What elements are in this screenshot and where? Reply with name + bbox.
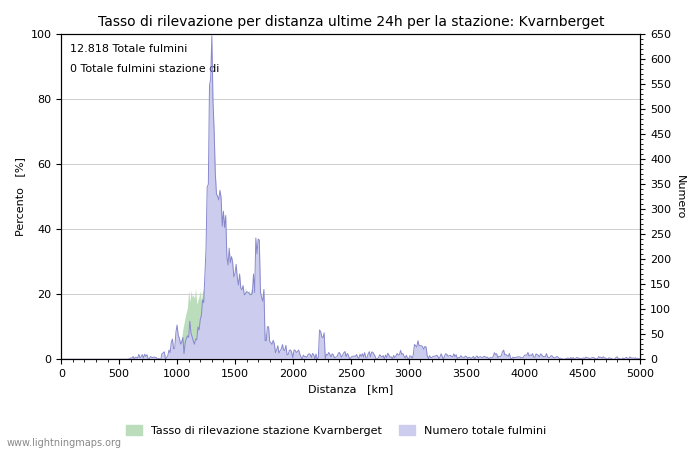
Title: Tasso di rilevazione per distanza ultime 24h per la stazione: Kvarnberget: Tasso di rilevazione per distanza ultime… xyxy=(97,15,604,29)
X-axis label: Distanza   [km]: Distanza [km] xyxy=(308,384,393,395)
Legend: Tasso di rilevazione stazione Kvarnberget, Numero totale fulmini: Tasso di rilevazione stazione Kvarnberge… xyxy=(121,420,551,440)
Y-axis label: Percento   [%]: Percento [%] xyxy=(15,158,25,236)
Text: 12.818 Totale fulmini: 12.818 Totale fulmini xyxy=(70,44,188,54)
Text: www.lightningmaps.org: www.lightningmaps.org xyxy=(7,438,122,448)
Y-axis label: Numero: Numero xyxy=(675,175,685,219)
Text: 0 Totale fulmini stazione di: 0 Totale fulmini stazione di xyxy=(70,63,219,73)
